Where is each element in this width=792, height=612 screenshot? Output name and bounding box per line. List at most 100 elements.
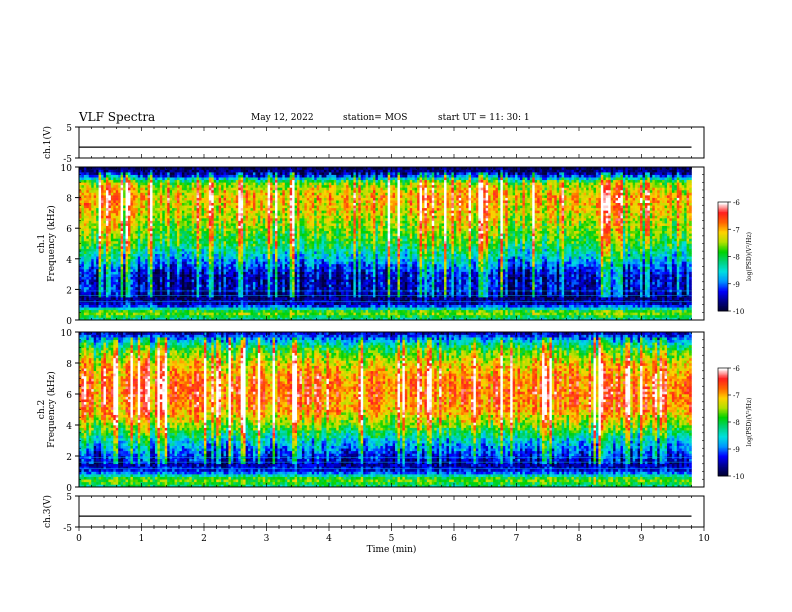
ch1-spectrogram-cell bbox=[118, 223, 121, 226]
ch1-spectrogram-cell bbox=[199, 189, 202, 193]
ch1-spectrogram-cell bbox=[201, 266, 205, 270]
ch1-spectrogram-cell bbox=[81, 200, 85, 203]
ch1-spectrogram-cell bbox=[270, 263, 273, 267]
ch1-spectrogram-cell bbox=[226, 228, 229, 232]
ch1-spectrogram-cell bbox=[216, 307, 219, 311]
ch1-spectrogram-cell bbox=[196, 274, 200, 277]
ch1-spectrogram-cell bbox=[255, 230, 259, 234]
ch1-spectrogram-cell bbox=[113, 177, 117, 181]
ch1-spectrogram-cell bbox=[142, 309, 146, 313]
ch1-spectrogram-cell bbox=[128, 248, 131, 252]
ch1-spectrogram-cell bbox=[108, 202, 112, 206]
ch1-spectrogram-cell bbox=[221, 215, 224, 219]
ch1-spectrogram-cell bbox=[130, 256, 134, 260]
ch1-spectrogram-cell bbox=[211, 314, 215, 318]
ch1-spectrogram-cell bbox=[275, 294, 278, 298]
ch1-spectrogram-cell bbox=[250, 317, 254, 321]
ch1-spectrogram-cell bbox=[218, 281, 222, 285]
ch1-spectrogram-cell bbox=[169, 225, 173, 229]
ch1-spectrogram-cell bbox=[93, 279, 97, 283]
ch1-spectrogram-cell bbox=[101, 274, 104, 277]
ch1-spectrogram-cell bbox=[154, 291, 158, 295]
ch1-spectrogram-cell bbox=[96, 271, 99, 275]
ch1-spectrogram-cell bbox=[211, 210, 215, 214]
ch1-spectrogram-cell bbox=[226, 189, 229, 193]
ch1-spectrogram-cell bbox=[174, 177, 178, 181]
ch1-spectrogram-cell bbox=[270, 243, 273, 247]
ch1-spectrogram-cell bbox=[137, 304, 141, 308]
ch1-spectrogram-cell bbox=[83, 184, 87, 188]
ch1-spectrogram-cell bbox=[174, 281, 178, 285]
ch1-spectrogram-cell bbox=[199, 304, 202, 308]
ch1-spectrogram-cell bbox=[120, 309, 124, 313]
ch1-spectrogram-cell bbox=[240, 174, 244, 178]
ch1-spectrogram-cell bbox=[230, 258, 234, 262]
ch1-spectrogram-cell bbox=[191, 200, 195, 203]
ch1-spectrogram-cell bbox=[174, 246, 178, 249]
ch1-spectrogram-cell bbox=[145, 246, 148, 249]
ch1-spectrogram-cell bbox=[184, 271, 188, 275]
ch1-spectrogram-cell bbox=[113, 169, 117, 173]
ch1-spectrogram-cell bbox=[248, 172, 251, 175]
ch1-spectrogram-cell bbox=[164, 276, 168, 280]
ch1-spectrogram-cell bbox=[272, 317, 276, 321]
ch1-spectrogram-cell bbox=[125, 218, 129, 221]
ch1-spectrogram-cell bbox=[103, 215, 107, 219]
ch1-spectrogram-cell bbox=[255, 294, 259, 298]
ch1-spectrogram-cell bbox=[162, 233, 166, 237]
ch1-spectrogram-cell bbox=[199, 197, 202, 201]
ch1-spectrogram-cell bbox=[88, 291, 92, 295]
ch1-spectrogram-cell bbox=[81, 215, 85, 219]
ch1-spectrogram-cell bbox=[186, 230, 190, 234]
ch1-spectrogram-cell bbox=[154, 251, 158, 254]
ch1-spectrogram-cell bbox=[206, 251, 210, 254]
ch1-spectrogram-cell bbox=[83, 220, 87, 224]
ch1-spectrogram-cell bbox=[157, 261, 161, 265]
ch1-spectrogram-cell bbox=[91, 317, 94, 321]
ch1-spectrogram-cell bbox=[201, 251, 205, 254]
ch1-spectrogram-cell bbox=[120, 205, 124, 209]
ch1-spectrogram-cell bbox=[223, 174, 227, 178]
ch1-spectrogram-cell bbox=[147, 172, 151, 175]
ch1-spectrogram-cell bbox=[118, 233, 121, 237]
ch1-spectrogram-cell bbox=[118, 218, 121, 221]
ch1-spectrogram-cell bbox=[208, 187, 212, 191]
ch1-spectrogram-cell bbox=[240, 317, 244, 321]
ch1-spectrogram-cell bbox=[157, 266, 161, 270]
ch1-spectrogram-cell bbox=[83, 167, 87, 170]
ch1-spectrogram-cell bbox=[243, 274, 246, 277]
ch1-spectrogram-cell bbox=[177, 269, 180, 272]
ch1-spectrogram-cell bbox=[128, 243, 131, 247]
ch1-spectrogram-cell bbox=[110, 307, 114, 311]
ch1-spectrogram-cell bbox=[240, 243, 244, 247]
ch1-spectrogram-cell bbox=[238, 238, 241, 242]
ch1-spectrogram-cell bbox=[169, 205, 173, 209]
ch1-spectrogram-cell bbox=[123, 189, 126, 193]
ch1-spectrogram-cell bbox=[199, 167, 202, 170]
ch1-spectrogram-cell bbox=[130, 230, 134, 234]
ch1-spectrogram-cell bbox=[130, 261, 134, 265]
ch1-spectrogram-cell bbox=[162, 266, 166, 270]
ch1-spectrogram-cell bbox=[132, 294, 136, 298]
ch1-spectrogram-cell bbox=[140, 284, 143, 288]
ch1-spectrogram-cell bbox=[208, 235, 212, 239]
ch1-spectrogram-cell bbox=[181, 182, 185, 186]
ch1-spectrogram-cell bbox=[154, 207, 158, 211]
ch1-spectrogram-cell bbox=[140, 274, 143, 277]
ch1-spectrogram-cell bbox=[118, 202, 121, 206]
ch1-spectrogram-cell bbox=[167, 230, 170, 234]
ch1-spectrogram-cell bbox=[203, 235, 207, 239]
ch1-spectrogram-cell bbox=[147, 235, 151, 239]
ch1-spectrogram-cell bbox=[257, 238, 261, 242]
ch1-spectrogram-cell bbox=[150, 266, 153, 270]
ch1-spectrogram-cell bbox=[260, 286, 264, 290]
ch1-spectrogram-cell bbox=[101, 261, 104, 265]
ch1-spectrogram-cell bbox=[250, 207, 254, 211]
ch1-spectrogram-cell bbox=[101, 174, 104, 178]
ch1-spectrogram-cell bbox=[79, 253, 82, 257]
ch1-spectrogram-cell bbox=[162, 187, 166, 191]
ch1-spectrogram-cell bbox=[88, 246, 92, 249]
ch1-spectrogram-cell bbox=[91, 205, 94, 209]
ch1-spectrogram-cell bbox=[120, 182, 124, 186]
ch1-spectrogram-cell bbox=[201, 210, 205, 214]
